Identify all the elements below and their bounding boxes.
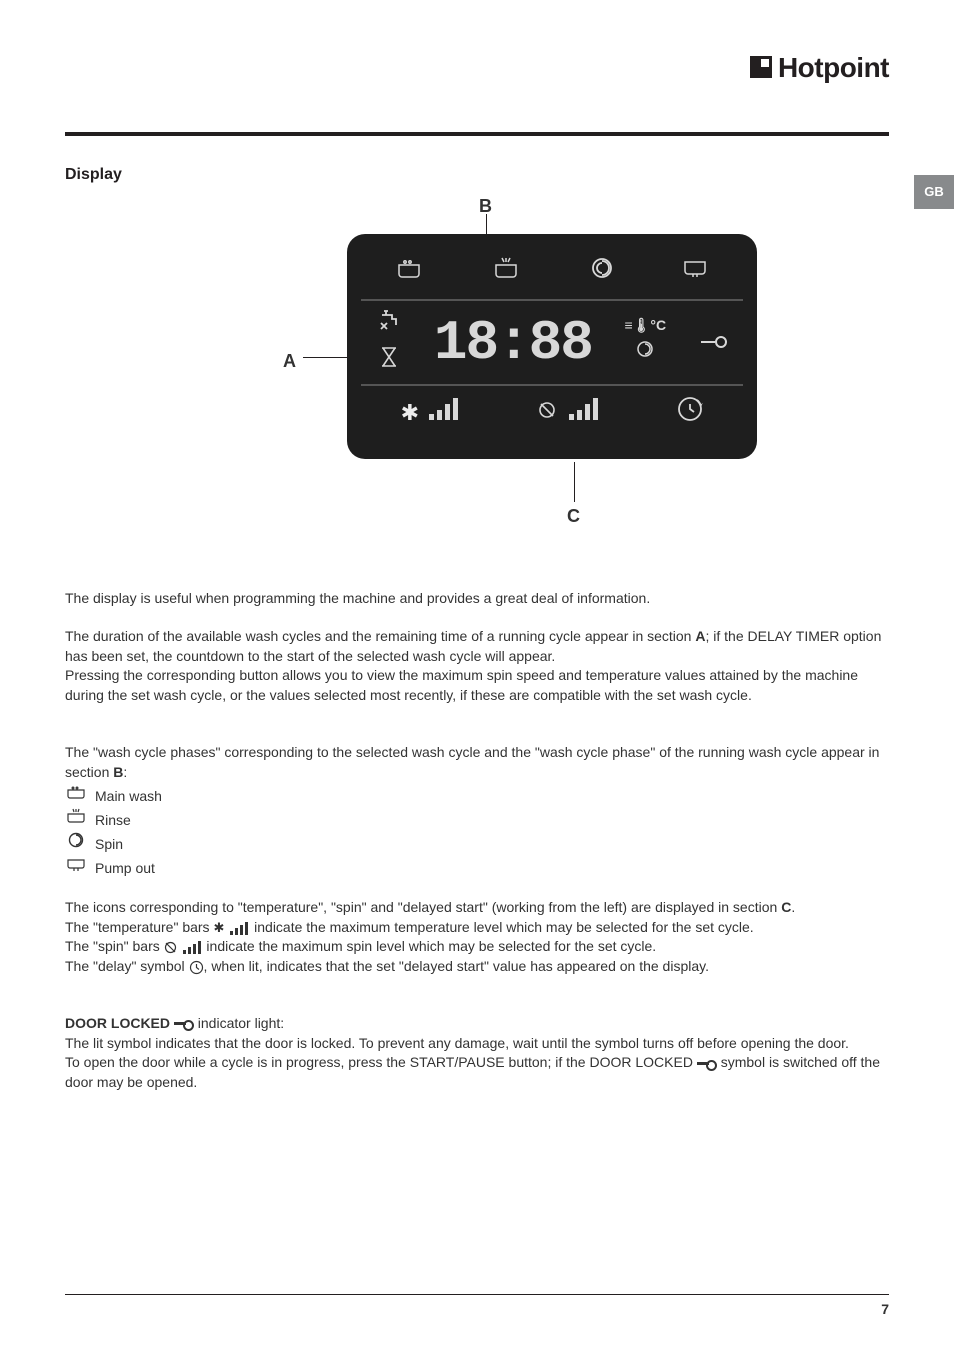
section-c-intro: The icons corresponding to "temperature"… [65,898,889,918]
phase-main-wash-label: Main wash [95,785,162,807]
delay-start-icon [677,396,703,431]
hourglass-icon [379,346,399,377]
callout-label-c: C [567,504,580,529]
section-a-paragraph-2: Pressing the corresponding button allows… [65,666,889,705]
intro-paragraph: The display is useful when programming t… [65,589,889,609]
no-spin-inline-icon [164,941,177,954]
spin-bars-inline-icon [183,941,201,954]
section-b-paragraph: The "wash cycle phases" corresponding to… [65,743,889,782]
body-content: The display is useful when programming t… [65,589,889,1092]
pump-out-inline-icon [65,856,87,880]
door-lock-inline-icon-2 [697,1059,717,1069]
delay-inline-icon [189,960,204,975]
brand-logo-mark [750,56,772,78]
spin-small-icon [636,336,654,367]
door-locked-p2: To open the door while a cycle is in pro… [65,1053,889,1092]
pump-out-icon [682,257,708,288]
phase-pump-out-label: Pump out [95,857,155,879]
time-display: 18:88 [434,304,592,382]
snowflake-icon: ✱ [401,400,419,425]
section-c-temperature: The "temperature" bars ✱ indicate the ma… [65,918,889,938]
callout-label-a: A [283,349,296,374]
door-lock-inline-icon [174,1019,194,1029]
phase-rinse-label: Rinse [95,809,131,831]
brand-logo-text: Hotpoint [750,48,889,87]
rinse-icon [491,257,521,288]
brand-name: Hotpoint [778,52,889,83]
section-a-paragraph-1: The duration of the available wash cycle… [65,627,889,666]
section-c-spin: The "spin" bars indicate the maximum spi… [65,937,889,957]
temperature-unit-icon: ≡🌡°C [624,318,666,332]
temperature-bars-inline-icon [230,922,248,935]
door-lock-panel-icon [699,327,727,358]
bottom-divider [65,1294,889,1295]
language-tab: GB [914,175,954,209]
spin-icon [591,257,613,288]
no-spin-icon [537,400,563,425]
spin-bars-icon [569,398,598,420]
main-wash-icon [396,257,422,288]
temperature-bars-group: ✱ [401,398,458,429]
spin-bars-group [537,398,598,429]
section-c-delay: The "delay" symbol , when lit, indicates… [65,957,889,977]
panel-row-main: 18:88 ≡🌡°C [361,301,743,386]
panel-row-phases [361,246,743,301]
page-number: 7 [881,1300,889,1320]
rinse-inline-icon [65,808,87,832]
leader-line-a [303,357,347,358]
phase-rinse: Rinse [65,808,889,832]
phase-spin-label: Spin [95,833,123,855]
snowflake-inline-icon: ✱ [213,919,224,937]
phase-pump-out: Pump out [65,856,889,880]
temperature-bars-icon [429,398,458,420]
leader-line-c [574,462,575,502]
panel-row-options: ✱ [361,386,743,441]
top-divider [65,132,889,136]
tap-closed-icon [377,309,401,342]
door-locked-p1: The lit symbol indicates that the door i… [65,1034,889,1054]
phase-spin: Spin [65,832,889,856]
main-wash-inline-icon [65,784,87,808]
spin-inline-icon [65,832,87,856]
display-panel: 18:88 ≡🌡°C ✱ [347,234,757,459]
door-locked-heading: DOOR LOCKED indicator light: [65,1014,889,1034]
section-title: Display [65,164,889,186]
display-figure: B A C [197,194,757,529]
phase-list: Main wash Rinse Spin Pump out [65,784,889,880]
phase-main-wash: Main wash [65,784,889,808]
